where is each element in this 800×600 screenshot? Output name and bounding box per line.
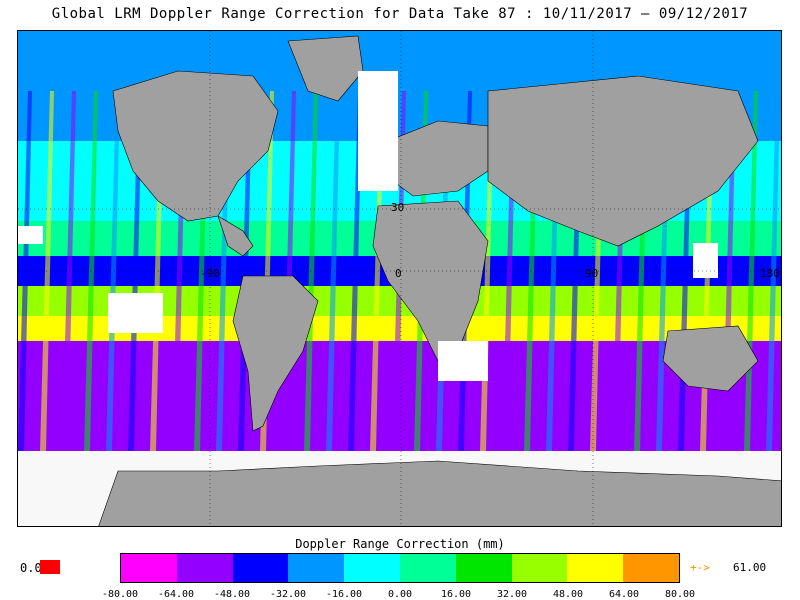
- colorbar-segment: [232, 554, 289, 582]
- colorbar-segment: [623, 554, 679, 582]
- lon-label-90: 90: [585, 267, 599, 280]
- lat-label-30: 30: [391, 201, 405, 214]
- asia: [487, 75, 759, 247]
- no-data-patch: [693, 243, 718, 278]
- colorbar-segment: [288, 554, 345, 582]
- map-canvas: [18, 31, 781, 526]
- colorbar-tick-label: -80.00: [101, 589, 139, 600]
- orbit-track-stripe: [62, 91, 76, 451]
- colorbar: [120, 553, 680, 583]
- colorbar-tick-label: 16.00: [440, 589, 472, 600]
- colorbar-tick-label: 48.00: [552, 589, 584, 600]
- colorbar-segment: [344, 554, 400, 582]
- colorbar-tick-label: 32.00: [496, 589, 528, 600]
- no-data-patch: [358, 71, 398, 191]
- no-data-patches: [18, 71, 718, 381]
- colorbar-segment: [455, 554, 512, 582]
- no-data-patch: [18, 226, 43, 244]
- orbit-track-stripe: [326, 91, 340, 451]
- colorbar-tick-label: -32.00: [269, 589, 307, 600]
- over-range-arrow: +->: [690, 561, 710, 574]
- over-range-value: 61.00: [733, 561, 767, 574]
- zero-color-swatch: [40, 560, 60, 574]
- central-america: [217, 215, 254, 257]
- australia: [662, 325, 759, 392]
- orbit-track-stripe: [18, 91, 32, 451]
- orbit-track-stripe: [106, 91, 120, 451]
- orbit-track-stripe: [238, 91, 252, 451]
- colorbar-tick-label: -16.00: [325, 589, 363, 600]
- colorbar-segment: [121, 554, 177, 582]
- no-data-patch: [108, 293, 163, 333]
- zero-label: 0.0: [20, 561, 42, 575]
- map-plot: 30 0 -90 90 180: [17, 30, 782, 527]
- graticule: [18, 31, 781, 526]
- orbit-track-stripe: [766, 91, 780, 451]
- colorbar-tick-label: -48.00: [213, 589, 251, 600]
- colorbar-tick-label: -64.00: [157, 589, 195, 600]
- colorbar-tick-label: 80.00: [664, 589, 696, 600]
- legend-title: Doppler Range Correction (mm): [295, 537, 505, 551]
- colorbar-segment: [511, 554, 568, 582]
- north-america: [112, 70, 279, 222]
- land-masses: [98, 35, 781, 526]
- lon-label-180: 180: [760, 267, 780, 280]
- colorbar-segment: [176, 554, 233, 582]
- lon-label-0: 0: [395, 267, 402, 280]
- colorbar-segment: [567, 554, 624, 582]
- lon-label-minus-90: -90: [200, 267, 220, 280]
- colorbar-segment: [399, 554, 456, 582]
- colorbar-tick-label: 64.00: [608, 589, 640, 600]
- colorbar-tick-label: 0.00: [387, 589, 413, 600]
- no-data-patch: [438, 341, 488, 381]
- greenland: [287, 35, 364, 102]
- south-america: [232, 275, 319, 432]
- chart-title: Global LRM Doppler Range Correction for …: [51, 6, 749, 22]
- antarctica: [98, 460, 781, 526]
